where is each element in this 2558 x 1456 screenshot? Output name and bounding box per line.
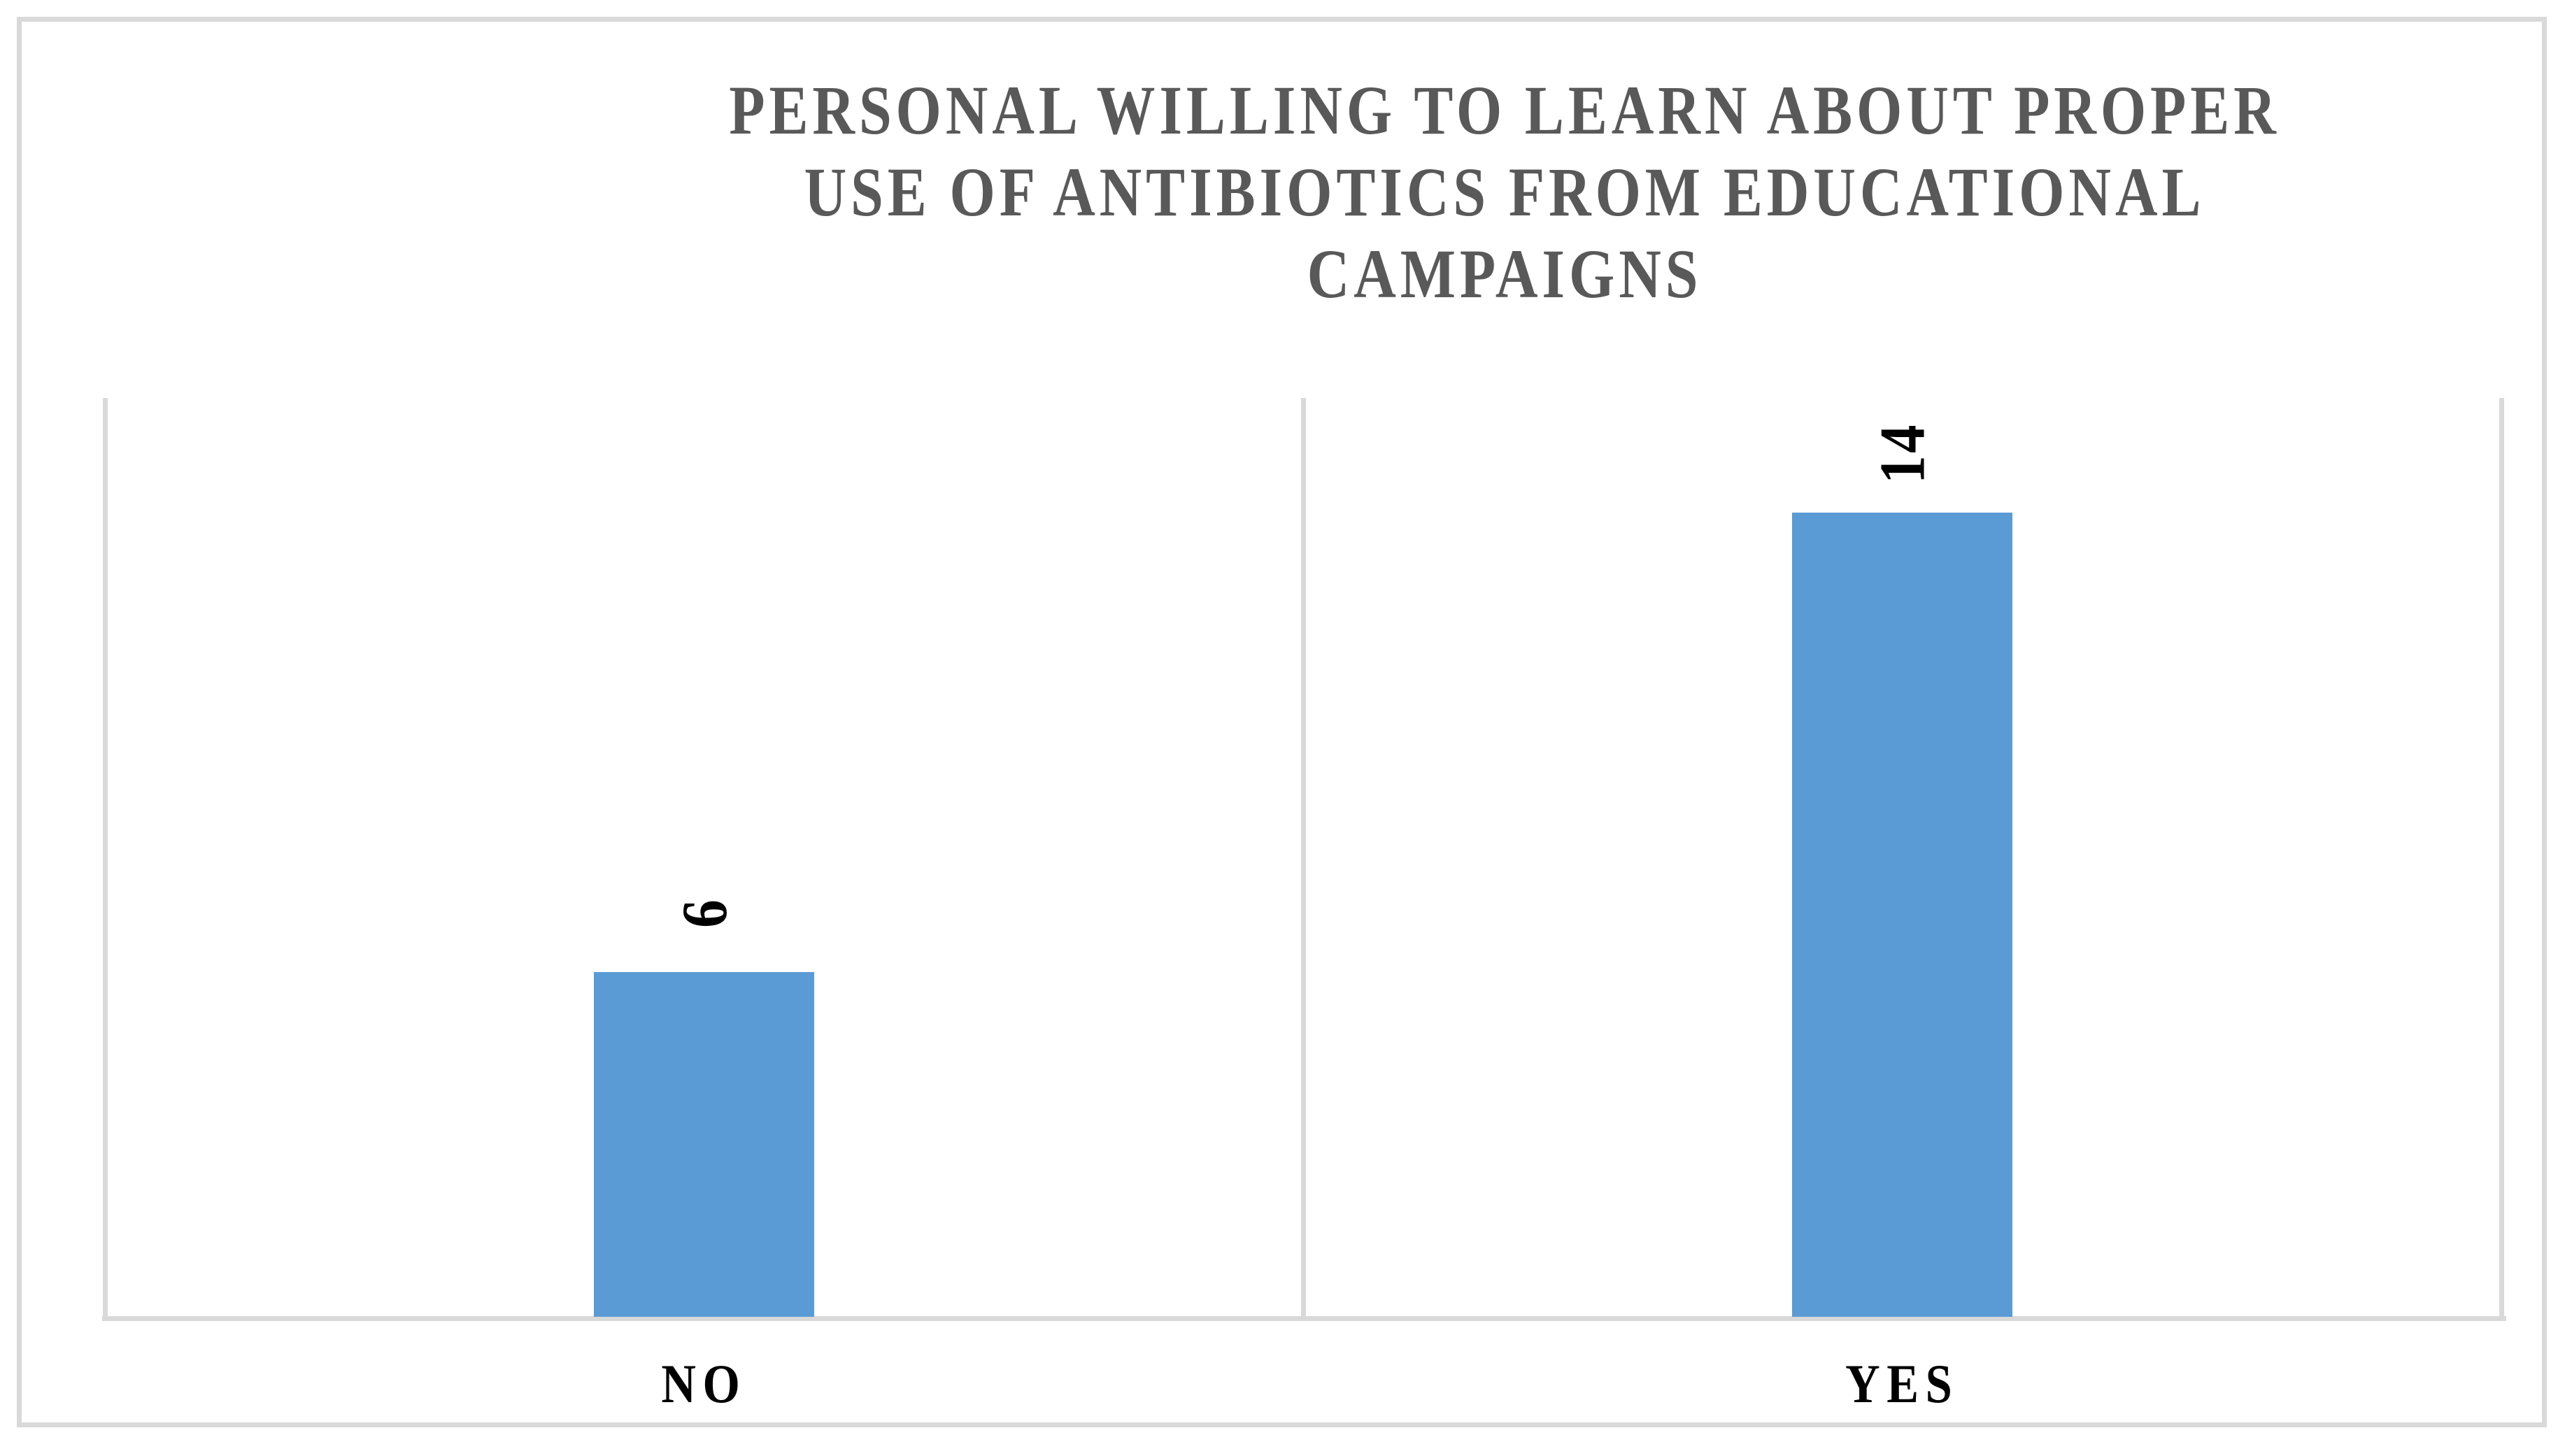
chart-title-line-1: PERSONAL WILLING TO LEARN ABOUT PROPER <box>729 71 2280 149</box>
chart-area-border: PERSONAL WILLING TO LEARN ABOUT PROPER U… <box>17 17 2547 1427</box>
chart-title-line-2: USE OF ANTIBIOTICS FROM EDUCATIONAL <box>804 153 2205 231</box>
category-boundary-gridline-left <box>102 398 108 1320</box>
bar-yes <box>1792 513 2012 1317</box>
category-label-no: NO <box>495 1349 914 1419</box>
x-axis-line <box>102 1316 2506 1321</box>
value-label-yes: 14 <box>1798 394 2008 513</box>
value-label-no: 6 <box>599 853 809 972</box>
value-label-no-text: 6 <box>668 897 740 929</box>
value-label-yes-text: 14 <box>1866 422 1938 484</box>
chart-title: PERSONAL WILLING TO LEARN ABOUT PROPER U… <box>511 69 2498 315</box>
category-label-yes-text: YES <box>1845 1353 1959 1414</box>
bar-no <box>594 972 814 1317</box>
category-label-yes: YES <box>1693 1349 2112 1419</box>
category-boundary-gridline-middle <box>1300 398 1306 1320</box>
category-label-no-text: NO <box>661 1353 747 1414</box>
category-boundary-gridline-right <box>2499 398 2504 1320</box>
chart-title-line-3: CAMPAIGNS <box>1307 235 1703 313</box>
